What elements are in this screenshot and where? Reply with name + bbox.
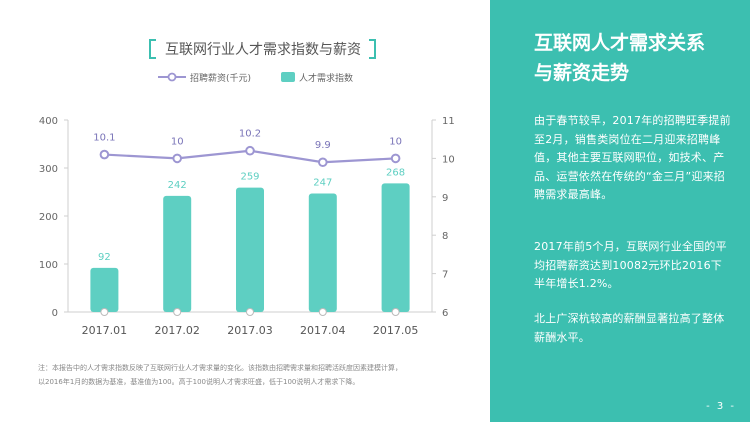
right-tick-label: 8 — [442, 231, 448, 242]
legend: 招聘薪资(千元) 人才需求指数 — [158, 72, 353, 84]
left-tick-label: 100 — [39, 260, 58, 271]
x-tick-label: 2017.03 — [227, 324, 273, 337]
footnote-line-2: 以2016年1月的数据为基准，基准值为100。高于100说明人才需求旺盛，低于1… — [38, 378, 360, 386]
line-point — [318, 157, 328, 168]
legend-item-line: 招聘薪资(千元) — [158, 72, 251, 84]
bar-value-label: 92 — [98, 252, 111, 263]
chart-canvas: 互联网行业人才需求指数与薪资 招聘薪资(千元) 人才需求指数 0 100 200 30… — [39, 39, 455, 337]
page-number: - 3 - — [706, 401, 736, 412]
bar — [90, 267, 119, 312]
chart-title: 互联网行业人才需求指数与薪资 — [165, 42, 361, 58]
x-axis-ticks: 2017.01 2017.02 2017.03 2017.04 2017.05 — [82, 308, 419, 337]
right-tick-label: 6 — [442, 308, 448, 319]
bar-value-labels: 92 242 259 247 268 — [98, 167, 405, 262]
legend-bar-label: 人才需求指数 — [299, 72, 353, 84]
x-tick-marker — [100, 308, 109, 316]
line-value-labels: 10.1 10 10.2 9.9 10 — [93, 129, 402, 152]
title-bracket-right — [369, 39, 376, 59]
summary-panel: 互联网人才需求关系 与薪资走势 由于春节较早，2017年的招聘旺季提前至2月，销… — [490, 0, 750, 422]
x-tick-marker — [173, 308, 182, 316]
summary-heading-line-2: 与薪资走势 — [534, 62, 630, 84]
line-value-label: 9.9 — [315, 140, 331, 151]
line-point — [172, 153, 182, 164]
x-tick-marker — [391, 308, 400, 316]
chart-footnote: 注：本报告中的人才需求指数反映了互联网行业人才需求量的变化。该指数由招聘需求量和… — [38, 361, 478, 389]
right-tick-label: 7 — [442, 270, 448, 281]
bar-value-label: 242 — [168, 180, 187, 191]
x-tick-label: 2017.04 — [300, 324, 346, 337]
left-axis-ticks: 0 100 200 300 400 — [39, 116, 68, 319]
bar — [163, 195, 192, 312]
summary-paragraph-3: 北上广深杭较高的薪酬显著拉高了整体薪酬水平。 — [534, 312, 725, 344]
bar — [381, 183, 410, 312]
bar-value-label: 259 — [240, 172, 259, 183]
line-value-label: 10.1 — [93, 133, 115, 144]
line-value-label: 10 — [389, 136, 402, 147]
footnote-line-1: 注：本报告中的人才需求指数反映了互联网行业人才需求量的变化。该指数由招聘需求量和… — [38, 364, 402, 372]
left-tick-label: 200 — [39, 212, 58, 223]
chart-panel: 互联网行业人才需求指数与薪资 招聘薪资(千元) 人才需求指数 0 100 200 30… — [38, 39, 478, 389]
line-value-label: 10.2 — [239, 129, 261, 140]
right-tick-label: 11 — [442, 116, 455, 127]
legend-line-label: 招聘薪资(千元) — [190, 72, 251, 84]
left-tick-label: 300 — [39, 164, 58, 175]
line-point — [390, 153, 401, 164]
x-tick-marker — [318, 308, 327, 316]
title-bracket-left — [149, 39, 156, 59]
bar — [236, 187, 264, 312]
bar — [308, 193, 337, 312]
line-point — [99, 149, 110, 160]
right-tick-label: 10 — [442, 154, 455, 165]
summary-paragraph-2: 2017年前5个月，互联网行业全国的平均招聘薪资达到10082元环比2016下半… — [534, 240, 727, 290]
legend-item-bar: 人才需求指数 — [281, 72, 353, 84]
x-tick-marker — [246, 308, 254, 316]
right-tick-label: 9 — [442, 193, 448, 204]
bar-value-label: 247 — [313, 177, 332, 188]
line-point — [245, 145, 255, 156]
x-tick-label: 2017.01 — [82, 324, 128, 337]
line-series — [99, 145, 401, 168]
right-axis-ticks: 6 7 8 9 10 11 — [432, 116, 455, 319]
summary-heading-line-1: 互联网人才需求关系 — [534, 32, 706, 54]
left-tick-label: 400 — [39, 116, 58, 127]
line-value-label: 10 — [171, 136, 184, 147]
summary-heading: 互联网人才需求关系 与薪资走势 — [534, 28, 744, 88]
summary-paragraph-1: 由于春节较早，2017年的招聘旺季提前至2月，销售类岗位在二月迎来招聘峰值，其他… — [534, 114, 731, 201]
x-tick-label: 2017.05 — [373, 324, 419, 337]
bar-value-label: 268 — [386, 167, 405, 178]
bar-series — [90, 183, 410, 312]
left-tick-label: 0 — [52, 308, 58, 319]
chart-title-group: 互联网行业人才需求指数与薪资 — [149, 39, 376, 59]
x-tick-label: 2017.02 — [154, 324, 200, 337]
